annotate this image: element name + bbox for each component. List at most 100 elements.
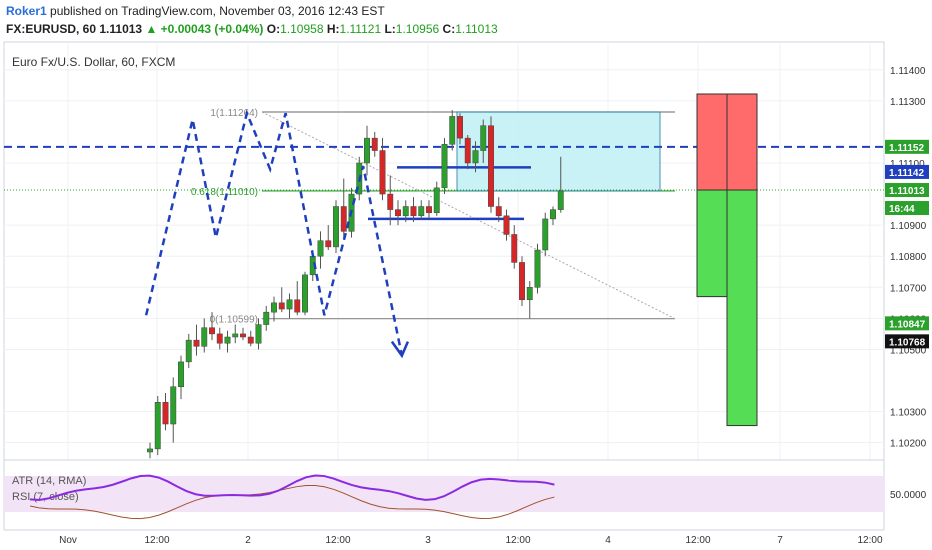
candle-body — [511, 234, 518, 263]
x-tick-label: Nov — [59, 535, 77, 546]
price-label-box — [885, 334, 929, 349]
candle-body — [550, 209, 556, 220]
candle-body — [395, 209, 401, 217]
candle-body — [263, 311, 270, 325]
chart-title: Euro Fx/U.S. Dollar, 60, FXCM — [12, 55, 175, 69]
fib-label: 0.618(1.11010) — [191, 187, 258, 198]
y-tick-label: 1.11300 — [890, 97, 926, 108]
candle-body — [449, 116, 456, 145]
candle-body — [201, 327, 208, 347]
price-axis: 1.11400 1.11300 1.11100 1.10900 1.10800 1.107… — [885, 66, 929, 450]
candle-body — [457, 116, 463, 139]
candle-body — [333, 206, 339, 248]
candle-body — [209, 327, 215, 335]
candle-body — [232, 333, 239, 338]
candle-body — [294, 299, 301, 313]
indicator-pane: ATR (14, RMA) RSI (7, close) 50.0000 — [3, 459, 927, 531]
fib-label: 0(1.10599) — [210, 315, 258, 326]
candle-body — [240, 333, 246, 338]
projection-layer — [144, 109, 410, 359]
candle-body — [557, 190, 564, 210]
candle-body — [433, 187, 440, 213]
candle-body — [526, 287, 533, 300]
candle-body — [271, 302, 277, 313]
candle-body — [534, 249, 541, 288]
candle-body — [178, 361, 184, 387]
candle-body — [503, 215, 510, 235]
x-tick-label: 12:00 — [685, 535, 710, 546]
candle-body — [464, 137, 471, 164]
publish-line: Roker1 published on TradingView.com, Nov… — [6, 4, 385, 18]
projection-arrowhead — [390, 340, 410, 359]
target-box — [456, 111, 661, 192]
candle-body — [410, 206, 417, 217]
rsi-axis-label: 50.0000 — [890, 490, 927, 501]
y-tick-label: 1.11100 — [890, 159, 925, 170]
y-tick-label: 1.10900 — [890, 221, 927, 232]
price-chart[interactable]: Euro Fx/U.S. Dollar, 60, FXCM 1(1.11264)… — [0, 40, 932, 550]
price-label: 1.11013 — [889, 186, 925, 197]
open-label: O: — [266, 22, 281, 36]
candle-body — [278, 302, 285, 310]
candle-body — [325, 240, 332, 248]
y-tick-label: 1.10300 — [890, 408, 927, 419]
x-tick-label: 3 — [425, 535, 431, 546]
candle-body — [426, 206, 432, 213]
candle-body — [147, 448, 153, 453]
candle-body — [519, 262, 525, 300]
price-label-box — [885, 164, 929, 179]
atr-line — [29, 485, 555, 520]
candle-body — [317, 240, 324, 257]
candle-body — [154, 402, 161, 450]
candle-body — [387, 193, 394, 210]
x-tick-label: 12:00 — [144, 535, 169, 546]
author-link[interactable]: Roker1 — [6, 4, 47, 18]
candle-body — [488, 125, 494, 207]
ohlc-line: FX:EURUSD, 60 1.11013 ▲ +0.00043 (+0.04%… — [6, 22, 498, 36]
x-tick-label: 4 — [605, 535, 611, 546]
candle-body — [495, 206, 502, 217]
x-tick-label: 7 — [777, 535, 783, 546]
candle-body — [418, 206, 425, 217]
symbol-label: FX:EURUSD, 60 — [6, 22, 97, 36]
target-zone-2 — [726, 189, 758, 427]
candle-body — [472, 150, 479, 164]
close-label: C: — [442, 22, 456, 36]
target-zone-1 — [696, 189, 728, 298]
projection-path — [144, 109, 404, 356]
candle-body — [193, 339, 200, 347]
close-value: 1.11013 — [455, 22, 498, 36]
y-tick-label: 1.10800 — [890, 252, 927, 263]
candle-body — [371, 137, 378, 151]
y-tick-label: 1.11400 — [890, 66, 926, 77]
candle-body — [302, 274, 308, 313]
candle-body — [441, 144, 448, 189]
candle-body — [224, 336, 231, 344]
candle-body — [255, 324, 262, 344]
candle-body — [162, 402, 169, 425]
price-label: 1.11152 — [889, 143, 924, 154]
y-tick-label: 1.10700 — [890, 283, 927, 294]
y-tick-label: 1.10500 — [890, 345, 927, 356]
low-value: 1.10956 — [395, 22, 440, 36]
high-value: 1.11121 — [339, 22, 382, 36]
up-arrow-icon: ▲ — [145, 22, 158, 36]
x-tick-label: 12:00 — [505, 535, 530, 546]
open-value: 1.10958 — [280, 22, 324, 36]
time-axis: Nov 12:00 2 12:00 3 12:00 4 12:00 7 12:00 — [59, 535, 883, 546]
price-label: 1.10768 — [889, 337, 926, 348]
x-tick-label: 12:00 — [325, 535, 350, 546]
low-label: L: — [384, 22, 396, 36]
price-label: 16:44 — [889, 204, 915, 215]
price-label-box — [885, 183, 929, 198]
y-tick-label: 1.10200 — [890, 439, 927, 450]
atr-label: ATR (14, RMA) — [12, 475, 86, 487]
candle-body — [379, 150, 386, 195]
price-label-box — [885, 316, 929, 331]
price-label-box — [885, 139, 929, 154]
rsi-band — [4, 476, 884, 512]
candle-body — [286, 299, 293, 310]
last-price: 1.11013 — [99, 22, 143, 36]
candle-body — [480, 125, 487, 151]
candle-body — [364, 137, 370, 164]
